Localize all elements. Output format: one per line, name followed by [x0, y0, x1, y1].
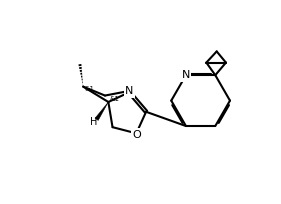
Text: N: N	[182, 70, 190, 80]
Text: &1: &1	[110, 96, 119, 102]
Text: N: N	[125, 86, 133, 96]
Text: &1: &1	[84, 86, 94, 92]
Text: H: H	[90, 116, 98, 126]
Polygon shape	[95, 102, 108, 120]
Text: O: O	[132, 130, 141, 140]
